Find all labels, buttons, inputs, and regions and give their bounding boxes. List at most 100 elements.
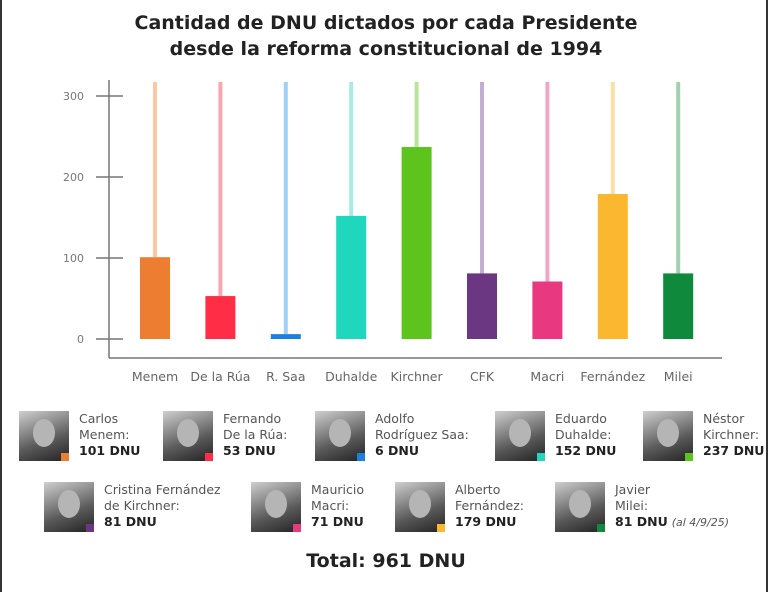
legend-item: Adolfo Rodríguez Saa: 6 DNU <box>315 411 469 461</box>
legend-name: Milei: <box>615 498 649 513</box>
portrait-face <box>58 490 80 518</box>
color-swatch <box>685 453 693 461</box>
portrait-photo <box>44 482 94 532</box>
legend-text: Mauricio Macri: 71 DNU <box>311 482 364 532</box>
bar-stem <box>283 82 288 335</box>
x-tick-label: Menem <box>132 369 178 384</box>
bar-Menem <box>140 257 170 339</box>
portrait-face <box>265 490 287 518</box>
portrait-photo <box>315 411 365 461</box>
legend-name: Cristina Fernández <box>104 482 221 497</box>
x-tick-label: Milei <box>664 369 693 384</box>
bar-Fernández <box>597 194 628 339</box>
legend-value: 81 DNU <box>104 514 157 529</box>
legend-name: Carlos <box>79 411 119 426</box>
portrait-photo <box>163 411 213 461</box>
legend-name: Fernández: <box>455 498 525 513</box>
legend-name: Adolfo <box>375 411 415 426</box>
legend-item: Alberto Fernández: 179 DNU <box>395 482 524 532</box>
legend-text: Alberto Fernández: 179 DNU <box>455 482 524 532</box>
bar-Macri <box>532 281 563 339</box>
y-tick-label: 100 <box>63 252 84 265</box>
legend-value: 81 DNU <box>615 514 668 529</box>
legend-name: Alberto <box>455 482 501 497</box>
legend-name: Rodríguez Saa: <box>375 427 469 442</box>
total-label: Total: 961 DNU <box>306 550 466 572</box>
legend-item: Eduardo Duhalde: 152 DNU <box>495 411 616 461</box>
y-tick-label: 300 <box>63 90 84 103</box>
portrait-photo <box>395 482 445 532</box>
legend-name: de Kirchner: <box>104 498 180 513</box>
legend-text: Eduardo Duhalde: 152 DNU <box>555 411 616 461</box>
portrait-face <box>509 419 531 447</box>
portrait-face <box>569 490 591 518</box>
legend-text: Carlos Menem: 101 DNU <box>79 411 140 461</box>
color-swatch <box>205 453 213 461</box>
legend-name: Fernando <box>223 411 282 426</box>
legend-value: 6 DNU <box>375 443 420 458</box>
x-tick-label: Fernández <box>580 369 645 384</box>
portrait-photo <box>495 411 545 461</box>
legend-name: De la Rúa: <box>223 427 288 442</box>
legend-name: Mauricio <box>311 482 364 497</box>
legend-item: Javier Milei: 81 DNU (al 4/9/25) <box>555 482 729 532</box>
portrait-face <box>177 419 199 447</box>
x-tick-label: Kirchner <box>391 369 444 384</box>
legend-value: 152 DNU <box>555 443 617 458</box>
bar-Kirchner <box>401 147 432 339</box>
chart-title-line-2: desde la reforma constitucional de 1994 <box>169 38 603 60</box>
legend-text: Javier Milei: 81 DNU (al 4/9/25) <box>615 482 729 532</box>
portrait-face <box>409 490 431 518</box>
portrait-face <box>329 419 351 447</box>
legend-name: Duhalde: <box>555 427 612 442</box>
bar-stem <box>480 82 484 274</box>
x-tick-label: Macri <box>530 369 564 384</box>
legend-text: Adolfo Rodríguez Saa: 6 DNU <box>375 411 469 461</box>
bar-stem <box>153 82 157 258</box>
color-swatch <box>61 453 69 461</box>
legend-text: Fernando De la Rúa: 53 DNU <box>223 411 287 461</box>
bar-chart: 0 100 200 300 Menem De la Rúa R. Saa Duhalde Kir… <box>63 80 722 384</box>
legend-value: 53 DNU <box>223 443 276 458</box>
legend-text: Néstor Kirchner: 237 DNU <box>703 411 764 461</box>
legend-text: Cristina Fernández de Kirchner: 81 DNU <box>104 482 221 532</box>
legend-note: (al 4/9/25) <box>671 516 730 529</box>
bar-stem <box>414 82 419 148</box>
portrait-face <box>657 419 679 447</box>
color-swatch <box>537 453 545 461</box>
portrait-photo <box>555 482 605 532</box>
legend-value: 71 DNU <box>311 514 364 529</box>
y-tick-label: 200 <box>63 171 84 184</box>
color-swatch <box>357 453 365 461</box>
legend-item: Cristina Fernández de Kirchner: 81 DNU <box>44 482 221 532</box>
color-swatch <box>293 524 301 532</box>
legend-name: Macri: <box>311 498 350 513</box>
color-swatch <box>86 524 94 532</box>
bar-De la Rúa <box>205 296 236 339</box>
bar-CFK <box>467 273 497 339</box>
legend-value: 101 DNU <box>79 443 141 458</box>
legend-name: Javier <box>615 482 651 497</box>
bar-Milei <box>663 273 694 339</box>
portrait-photo <box>251 482 301 532</box>
bar-stem <box>218 82 223 297</box>
chart-title-line-1: Cantidad de DNU dictados por cada Presid… <box>134 12 638 34</box>
portrait-photo <box>643 411 693 461</box>
legend-name: Kirchner: <box>703 427 760 442</box>
legend-item: Fernando De la Rúa: 53 DNU <box>163 411 287 461</box>
legend-item: Carlos Menem: 101 DNU <box>19 411 140 461</box>
bar-stem <box>676 82 681 274</box>
legend-value: 179 DNU <box>455 514 517 529</box>
x-tick-label: Duhalde <box>325 369 378 384</box>
legend-item: Mauricio Macri: 71 DNU <box>251 482 364 532</box>
legend-name: Eduardo <box>555 411 607 426</box>
y-tick-label: 0 <box>77 333 84 346</box>
bar-stem <box>610 82 615 195</box>
bar-R. Saa <box>270 334 301 339</box>
bar-stem <box>349 82 354 216</box>
legend-name: Menem: <box>79 427 130 442</box>
portrait-face <box>33 419 55 447</box>
x-tick-label: R. Saa <box>266 369 305 384</box>
color-swatch <box>437 524 445 532</box>
